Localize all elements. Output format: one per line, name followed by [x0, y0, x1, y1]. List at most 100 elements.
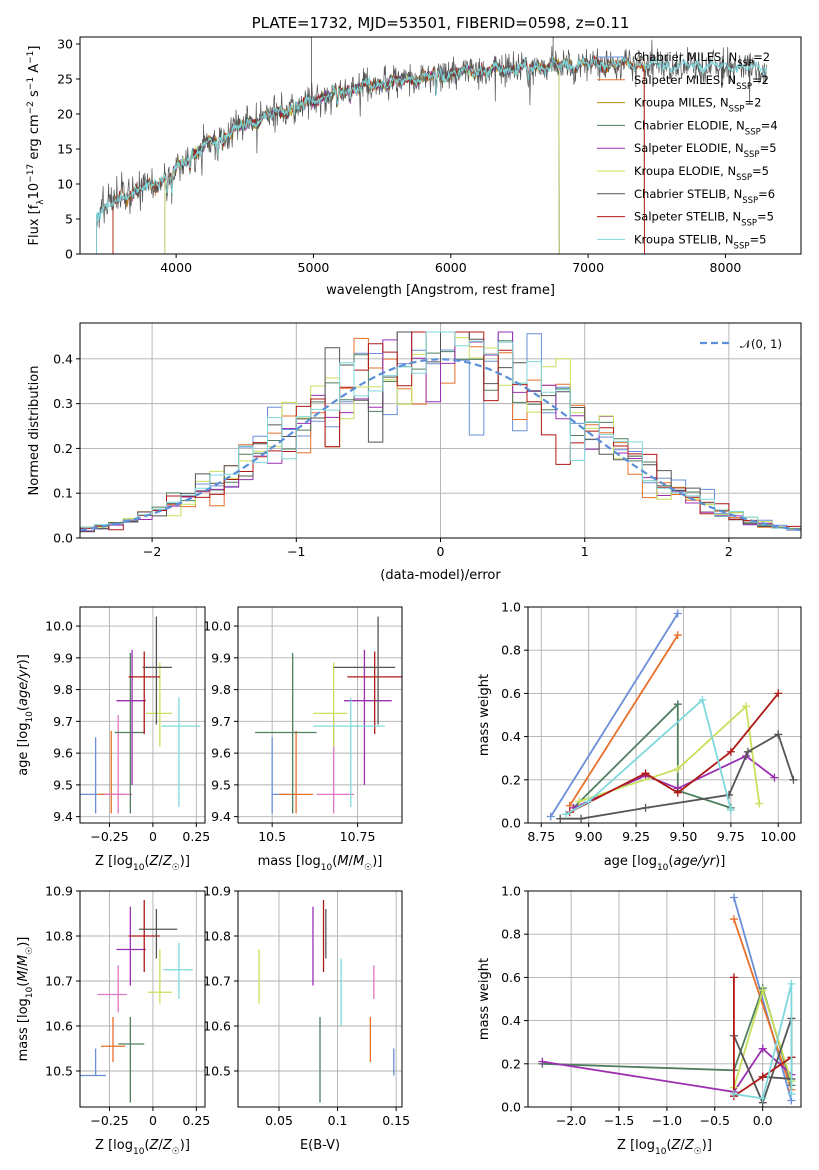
y-tick-label: 0.4	[501, 1013, 521, 1028]
x-tick-label: 0.1	[328, 1113, 348, 1128]
weight-marker	[584, 797, 593, 806]
axes-frame	[527, 606, 802, 824]
x-tick-label: −0.25	[90, 1113, 128, 1128]
label-part: Z	[684, 1138, 695, 1153]
legend-part: Salpeter ELODIE, N	[634, 141, 744, 155]
weight-series	[565, 689, 783, 817]
plot-area-mass_vs_Z	[80, 900, 193, 1103]
weight-marker	[556, 814, 565, 823]
label-part: −1	[26, 51, 36, 64]
label-part: (	[16, 982, 31, 987]
label-part: 10	[25, 711, 35, 723]
y-tick-label: 0.2	[501, 1056, 521, 1071]
axes-frame	[237, 606, 403, 824]
weight-marker	[729, 973, 738, 982]
x-tick-label: 8.75	[527, 829, 555, 844]
y-tick-label: 10.8	[45, 929, 73, 944]
label-part: (	[668, 854, 673, 869]
label-part: 10	[27, 183, 42, 200]
weight-marker	[698, 695, 707, 704]
y-tick-label: 10.9	[203, 884, 231, 899]
plot-area-mass_vs_EBV	[258, 900, 395, 1103]
panel-residuals: −2 −1 0 1 2 0.0 0.1 0.2 0.3 0.4 (data-model)/error…	[27, 322, 802, 583]
legend-part: SSP	[736, 82, 752, 92]
x-tick-label: 2	[725, 544, 733, 559]
data-point	[255, 653, 317, 814]
legend-part: SSP	[742, 196, 758, 206]
y-tick-label: 0.6	[501, 686, 521, 701]
label-part: )]	[16, 937, 31, 947]
weight-marker	[546, 812, 555, 821]
label-part: 10	[657, 863, 669, 873]
legend-part: Kroupa STELIB, N	[634, 232, 734, 246]
y-tick-label: 0.6	[501, 970, 521, 985]
x-tick-label: −1.0	[652, 1113, 682, 1128]
y-tick-label: 5	[65, 212, 73, 227]
y-tick-label: 15	[57, 142, 73, 157]
y-tick-label: 9.5	[211, 777, 231, 792]
weight-line	[550, 613, 679, 817]
legend-part: SSP	[737, 59, 753, 69]
panel-massweight_vs_age: 8.75 9.00 9.25 9.50 9.75 10.00 0.0 0.2 0.4 0.6 0.8…	[477, 600, 802, 873]
y-tick-label: 0.0	[53, 531, 73, 546]
x-axis-label: Z [log10(Z/Z☉)]	[95, 854, 190, 873]
legend-part: Salpeter STELIB, N	[634, 210, 741, 224]
label-part: Z	[162, 1138, 173, 1153]
y-tick-label: 0	[65, 247, 73, 262]
y-tick-label: 9.8	[211, 682, 231, 697]
data-point	[116, 906, 146, 986]
label-part: M	[353, 854, 364, 869]
label-part: −1	[26, 77, 36, 90]
label-part: ]	[27, 46, 42, 51]
y-tick-label: 0.8	[501, 643, 521, 658]
weight-marker	[758, 1072, 767, 1081]
x-tick-label: 8000	[710, 260, 742, 275]
label-part: 10	[321, 863, 333, 873]
data-point	[313, 662, 348, 747]
weight-series	[556, 730, 798, 823]
legend-entry: Kroupa MILES, NSSP=2	[634, 96, 761, 115]
legend-entry: Salpeter ELODIE, NSSP=5	[634, 141, 777, 160]
y-tick-label: 10.0	[45, 619, 73, 634]
weight-marker	[758, 1094, 767, 1103]
y-axis-label: Normed distribution	[27, 366, 42, 496]
weight-marker	[641, 769, 650, 778]
legend-part: SSP	[745, 127, 761, 137]
x-tick-label: 10.5	[258, 829, 286, 844]
legend-part: SSP	[736, 173, 752, 183]
label-part: M	[337, 854, 348, 869]
legend-part: =6	[758, 187, 775, 201]
data-point	[100, 1017, 126, 1062]
y-tick-label: 1.0	[501, 600, 521, 615]
legend-part: =5	[760, 141, 777, 155]
weight-line	[573, 754, 776, 809]
legend-part: Chabrier STELIB, N	[634, 187, 742, 201]
y-axis-label: age [log10(age/yr)]	[16, 654, 35, 776]
data-point	[142, 616, 173, 725]
label-part: −17	[26, 164, 36, 183]
legend-part: =2	[744, 96, 761, 110]
weight-marker	[742, 702, 751, 711]
legend-entry: 𝒩(0, 1)	[740, 337, 782, 351]
weight-line	[565, 698, 732, 816]
weight-line	[733, 983, 793, 1100]
chart-title: PLATE=1732, MJD=53501, FIBERID=0598, z=0…	[252, 14, 630, 32]
label-part: 10	[25, 986, 35, 998]
y-axis-label: mass [log10(M/M☉)]	[16, 937, 35, 1062]
x-axis-label: Z [log10(Z/Z☉)]	[95, 1138, 190, 1157]
weight-marker	[575, 797, 584, 806]
weight-marker	[774, 730, 783, 739]
label-part: mass [log	[258, 854, 321, 869]
legend-entry: Kroupa STELIB, NSSP=5	[634, 232, 766, 251]
weight-series	[561, 695, 735, 819]
legend-part: =2	[753, 50, 770, 64]
axes-frame	[79, 890, 206, 1108]
data-point	[80, 737, 107, 814]
x-tick-label: 5000	[298, 260, 330, 275]
weight-marker	[729, 1090, 738, 1099]
label-part: mass weight	[477, 674, 492, 756]
axes-frame	[79, 606, 206, 824]
x-axis-label: (data-model)/error	[380, 568, 501, 583]
weight-marker	[770, 773, 779, 782]
